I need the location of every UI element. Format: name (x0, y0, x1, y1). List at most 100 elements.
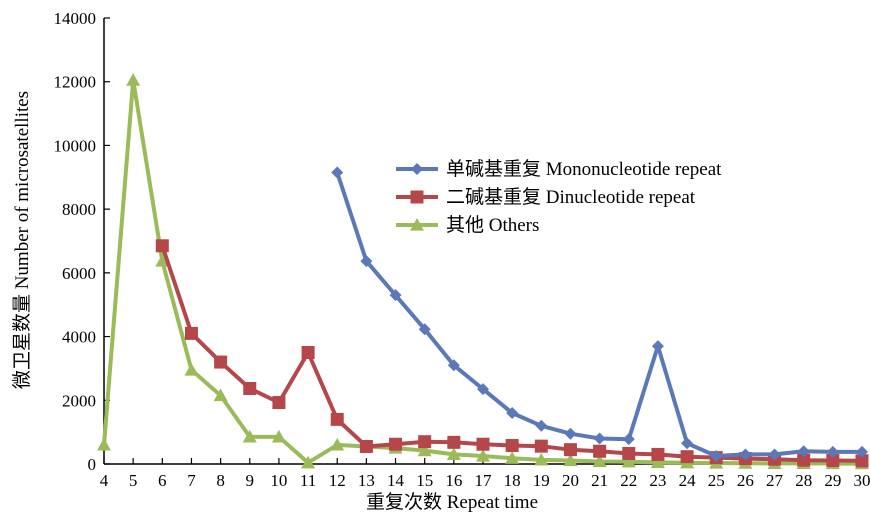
data-point (155, 254, 170, 267)
x-tick-label: 25 (708, 471, 725, 490)
series-triangle (97, 73, 869, 470)
data-point (622, 433, 635, 446)
data-point (826, 453, 840, 467)
x-tick-label: 26 (737, 471, 754, 490)
data-point (301, 455, 316, 469)
data-point (650, 455, 665, 469)
data-point (826, 445, 839, 458)
data-point (447, 435, 461, 449)
data-point (418, 323, 431, 336)
x-tick-label: 20 (562, 471, 579, 490)
data-point (446, 447, 461, 461)
y-tick-label: 14000 (54, 9, 97, 28)
data-point (126, 73, 141, 86)
data-point (447, 359, 460, 372)
x-tick-label: 24 (679, 471, 697, 490)
data-point (360, 255, 373, 268)
data-point (389, 289, 402, 302)
x-tick-label: 15 (416, 471, 433, 490)
series-diamond (331, 166, 868, 463)
data-point (710, 450, 723, 463)
data-point (301, 346, 315, 359)
data-point (476, 437, 490, 451)
x-tick-label: 28 (795, 471, 812, 490)
data-point (651, 447, 665, 461)
data-point (621, 454, 636, 468)
x-tick-label: 27 (766, 471, 784, 490)
data-point (768, 448, 781, 461)
data-point (593, 432, 606, 445)
data-point (243, 381, 257, 395)
data-point (214, 355, 228, 369)
data-point (622, 446, 636, 460)
x-tick-label: 12 (329, 471, 346, 490)
data-point (331, 166, 344, 179)
series-line (102, 78, 863, 466)
x-tick-label: 9 (246, 471, 255, 490)
x-tick-label: 5 (129, 471, 138, 490)
data-point (213, 388, 228, 402)
data-point (242, 429, 257, 443)
x-tick-label: 17 (475, 471, 493, 490)
plot-area (97, 73, 869, 470)
data-point (476, 449, 490, 462)
legend-label: 二碱基重复 Dinucleotide repeat (446, 186, 696, 208)
y-tick-label: 12000 (54, 73, 97, 92)
data-point (271, 429, 286, 443)
data-point (184, 363, 199, 376)
data-point (330, 437, 345, 451)
data-point (477, 383, 489, 396)
data-point (505, 439, 519, 453)
legend-item: 单碱基重复 Mononucleotide repeat (396, 158, 722, 180)
y-tick-label: 2000 (62, 391, 96, 410)
x-tick-label: 14 (387, 471, 405, 490)
x-tick-label: 18 (504, 471, 521, 490)
y-tick-label: 4000 (62, 328, 96, 347)
data-point (856, 445, 868, 458)
y-tick-label: 8000 (62, 200, 96, 219)
x-tick-label: 23 (649, 471, 666, 490)
data-point (418, 435, 432, 449)
legend-label: 其他 Others (446, 214, 539, 236)
data-point (97, 437, 111, 451)
series-line (335, 171, 862, 458)
x-tick-label: 13 (358, 471, 375, 490)
data-point (389, 437, 403, 451)
x-tick-label: 21 (591, 471, 608, 490)
data-point (272, 396, 286, 410)
series-square (155, 239, 869, 468)
x-tick-label: 6 (158, 471, 167, 490)
legend-item: 二碱基重复 Dinucleotide repeat (396, 186, 696, 208)
data-point (155, 239, 169, 253)
data-point (505, 451, 520, 464)
data-point (563, 443, 577, 457)
data-point (330, 412, 344, 426)
data-point (563, 453, 578, 467)
data-point (184, 326, 198, 340)
x-tick-label: 19 (533, 471, 550, 490)
y-tick-label: 10000 (54, 136, 97, 155)
x-tick-label: 7 (187, 471, 196, 490)
data-point (855, 454, 869, 468)
data-point (739, 448, 752, 461)
x-tick-label: 29 (824, 471, 841, 490)
data-point (593, 444, 607, 458)
data-point (797, 445, 810, 458)
legend-label: 单碱基重复 Mononucleotide repeat (446, 158, 722, 180)
data-point (417, 443, 432, 457)
x-tick-label: 4 (100, 471, 109, 490)
data-point (359, 439, 373, 453)
data-point (535, 419, 548, 432)
x-tick-label: 8 (216, 471, 225, 490)
x-tick-label: 16 (445, 471, 462, 490)
data-point (506, 407, 519, 420)
x-tick-label: 11 (300, 471, 316, 490)
x-axis-title: 重复次数 Repeat time (366, 491, 538, 512)
data-point (534, 452, 549, 466)
data-point (592, 454, 607, 468)
legend: 单碱基重复 Mononucleotide repeat 二碱基重复 Dinucle… (396, 158, 722, 236)
data-point (651, 340, 664, 353)
legend-marker (411, 163, 423, 175)
data-point (797, 453, 811, 467)
